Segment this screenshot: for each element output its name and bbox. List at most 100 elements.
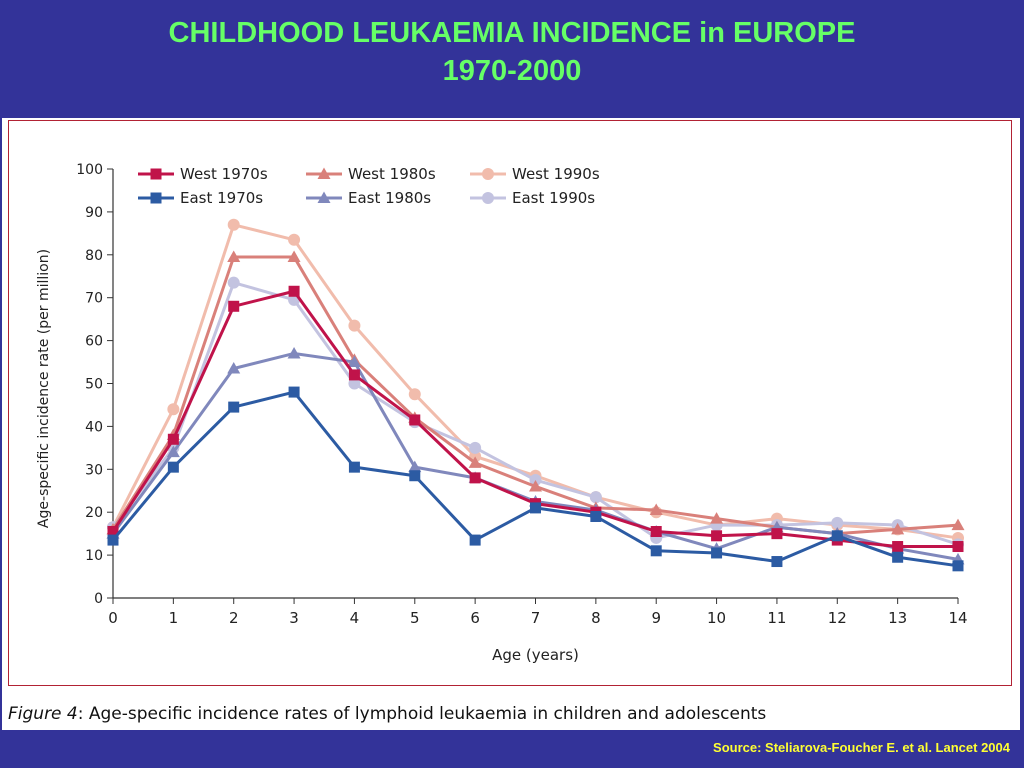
slide-title: CHILDHOOD LEUKAEMIA INCIDENCE in EUROPE … — [0, 14, 1024, 90]
data-point-west-1980s — [951, 518, 965, 531]
data-point-west-1970s — [409, 414, 421, 426]
data-point-east-1970s — [650, 545, 662, 557]
x-tick-label: 9 — [651, 609, 661, 627]
legend-label-west-1990s: West 1990s — [512, 165, 600, 183]
data-point-east-1970s — [469, 534, 481, 546]
legend-marker-west-1970s — [150, 168, 162, 180]
figure-frame — [8, 120, 1012, 686]
y-tick-label: 20 — [85, 505, 103, 521]
legend-label-east-1970s: East 1970s — [180, 189, 263, 207]
data-point-west-1980s — [649, 503, 663, 516]
data-point-west-1980s — [891, 522, 905, 535]
x-tick-label: 14 — [948, 609, 967, 627]
y-tick-label: 40 — [85, 419, 103, 435]
legend-label-west-1980s: West 1980s — [348, 165, 436, 183]
data-point-east-1970s — [771, 556, 783, 568]
legend-label-west-1970s: West 1970s — [180, 165, 268, 183]
figure-caption-text: : Age-specific incidence rates of lympho… — [77, 704, 767, 724]
data-point-west-1990s — [288, 233, 301, 246]
data-point-west-1990s — [227, 218, 240, 231]
source-citation: Source: Steliarova-Foucher E. et al. Lan… — [713, 740, 1010, 755]
data-point-west-1970s — [771, 528, 783, 540]
x-tick-label: 5 — [410, 609, 420, 627]
slide-title-line-2: 1970-2000 — [442, 55, 582, 87]
legend-marker-east-1970s — [150, 192, 162, 204]
legend-label-east-1980s: East 1980s — [348, 189, 431, 207]
x-tick-label: 0 — [108, 609, 118, 627]
data-point-east-1970s — [892, 551, 904, 563]
data-point-west-1980s — [529, 479, 542, 492]
x-tick-label: 3 — [289, 609, 299, 627]
y-tick-label: 100 — [76, 162, 103, 178]
data-point-east-1970s — [288, 386, 300, 398]
data-point-east-1970s — [348, 461, 360, 473]
data-point-west-1980s — [468, 456, 482, 468]
x-tick-label: 7 — [531, 609, 541, 627]
x-tick-label: 8 — [591, 609, 601, 627]
data-point-east-1970s — [167, 461, 179, 473]
data-point-east-1980s — [287, 346, 301, 359]
data-point-east-1990s — [227, 276, 240, 289]
data-point-east-1980s — [227, 361, 241, 374]
y-tick-label: 0 — [94, 591, 103, 607]
legend-marker-west-1990s — [482, 168, 494, 180]
data-point-west-1990s — [167, 403, 180, 416]
data-point-east-1980s — [166, 445, 180, 458]
data-point-west-1980s — [710, 512, 724, 524]
x-tick-label: 10 — [707, 609, 726, 627]
y-tick-label: 90 — [85, 205, 103, 221]
data-point-west-1980s — [227, 250, 241, 262]
data-point-west-1970s — [167, 433, 179, 445]
data-point-west-1970s — [228, 300, 240, 312]
x-tick-label: 11 — [767, 609, 786, 627]
data-point-east-1970s — [831, 530, 843, 542]
series-line-west-1980s — [111, 255, 959, 536]
data-point-east-1970s — [711, 547, 723, 559]
x-axis-label: Age (years) — [492, 646, 579, 664]
figure-caption: Figure 4: Age-specific incidence rates o… — [8, 704, 1012, 724]
data-point-east-1970s — [530, 502, 541, 514]
legend-marker-east-1980s — [317, 191, 331, 203]
x-tick-label: 6 — [470, 609, 480, 627]
x-tick-label: 13 — [888, 609, 907, 627]
slide-title-line-1: CHILDHOOD LEUKAEMIA INCIDENCE in EUROPE — [168, 17, 856, 49]
data-point-west-1970s — [107, 526, 119, 538]
data-point-west-1980s — [287, 250, 301, 262]
y-axis-label: Age-specific incidence rate (per million… — [36, 249, 52, 528]
y-tick-label: 10 — [85, 548, 103, 564]
data-point-west-1990s — [408, 388, 421, 401]
data-point-east-1970s — [952, 560, 964, 572]
data-point-east-1970s — [107, 534, 119, 546]
x-tick-label: 12 — [828, 609, 847, 627]
x-tick-label: 2 — [229, 609, 239, 627]
data-point-east-1990s — [831, 516, 844, 529]
data-point-east-1970s — [409, 470, 421, 482]
data-point-east-1970s — [590, 510, 602, 522]
legend-marker-east-1990s — [482, 192, 494, 204]
y-tick-label: 50 — [85, 377, 103, 393]
series-line-east-1980s — [111, 351, 959, 561]
y-tick-label: 60 — [85, 334, 103, 350]
data-point-east-1990s — [348, 377, 361, 390]
y-tick-label: 70 — [85, 291, 103, 307]
legend-marker-west-1980s — [317, 167, 331, 179]
data-point-east-1990s — [469, 441, 482, 454]
data-point-east-1980s — [408, 460, 422, 473]
data-point-west-1970s — [348, 369, 360, 381]
data-point-west-1970s — [952, 541, 964, 553]
data-point-west-1970s — [288, 285, 300, 297]
data-point-west-1970s — [650, 526, 662, 538]
legend-label-east-1990s: East 1990s — [512, 189, 595, 207]
figure-panel: 0 10 20 30 40 50 60 70 80 90 100 0 1 2 3 4 5 6 7 8 9 10 11 12 13… — [2, 118, 1020, 730]
y-tick-label: 80 — [85, 248, 103, 264]
data-point-west-1970s — [711, 530, 723, 542]
data-point-west-1970s — [892, 541, 904, 553]
data-point-west-1990s — [348, 319, 361, 332]
figure-caption-label: Figure 4 — [8, 704, 78, 724]
x-tick-label: 4 — [350, 609, 360, 627]
y-tick-label: 30 — [85, 462, 103, 478]
data-point-east-1980s — [347, 355, 361, 368]
x-tick-label: 1 — [169, 609, 179, 627]
data-point-east-1970s — [228, 401, 240, 413]
